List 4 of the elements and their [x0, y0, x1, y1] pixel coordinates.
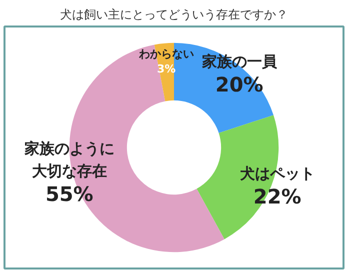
- chart-title: 犬は飼い主にとってどういう存在ですか？: [60, 8, 288, 22]
- slice-label: 家族の一員: [200, 52, 278, 70]
- data-label: 55%: [45, 182, 94, 206]
- slice-label: 家族のように大切な存在: [23, 139, 114, 180]
